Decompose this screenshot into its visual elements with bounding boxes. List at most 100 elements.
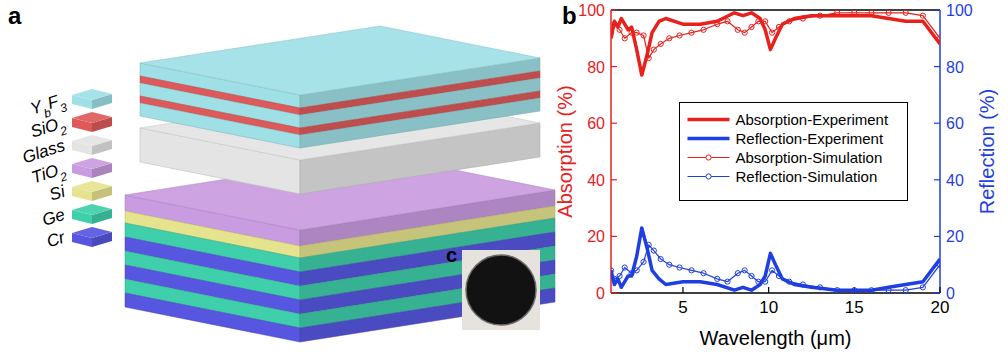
- legend-frame: [680, 103, 908, 201]
- y-tick-label: 60: [587, 115, 605, 132]
- x-tick-label: 10: [759, 298, 778, 317]
- series-marker: [937, 36, 940, 41]
- label-part: 3: [58, 100, 69, 115]
- y2-tick: [934, 236, 940, 237]
- y2-tick-label: 60: [946, 115, 964, 132]
- series-marker: [658, 41, 663, 46]
- series-marker: [641, 33, 646, 38]
- y-tick: [611, 123, 617, 124]
- series-line: [611, 228, 940, 290]
- series-marker: [835, 10, 840, 15]
- series-marker: [756, 19, 761, 24]
- legend-box-top: [72, 158, 112, 169]
- series-marker: [742, 30, 747, 35]
- y2-tick-label: 80: [946, 59, 964, 76]
- legend-box-top: [72, 181, 112, 192]
- series-marker: [612, 22, 617, 27]
- y-tick-label: 0: [596, 285, 605, 302]
- series-marker: [869, 10, 874, 15]
- legend-box-top: [72, 112, 112, 123]
- y-tick-label: 20: [587, 228, 605, 245]
- label-part: Ge: [40, 205, 67, 230]
- series-marker: [689, 30, 694, 35]
- y2-tick-label: 20: [946, 228, 964, 245]
- series-marker: [634, 268, 639, 273]
- series-marker: [769, 30, 774, 35]
- series-marker: [869, 288, 874, 293]
- series-marker: [667, 36, 672, 41]
- series-marker: [852, 288, 857, 293]
- series-marker: [629, 30, 634, 35]
- x-tick-label: 15: [845, 298, 864, 317]
- series-marker: [769, 268, 774, 273]
- legend-box-top: [72, 227, 112, 238]
- y2-tick-label: 40: [946, 172, 964, 189]
- y2-tick: [934, 123, 940, 124]
- panel-label: b: [562, 2, 577, 29]
- series-marker: [629, 271, 634, 276]
- layer-stack: [125, 26, 555, 342]
- series-marker: [800, 282, 805, 287]
- y-tick: [611, 66, 617, 67]
- series-marker: [646, 242, 651, 247]
- series-marker: [651, 47, 656, 52]
- y-tick: [611, 9, 617, 10]
- layer-left-face: [125, 293, 300, 342]
- layer-legend: YbF3SiO2GlassTiO2SiGeCr: [20, 89, 112, 251]
- y2-axis: [939, 10, 941, 293]
- series-marker: [817, 13, 822, 18]
- y-tick: [611, 292, 617, 293]
- series-marker: [622, 36, 627, 41]
- y2-tick-label: 0: [946, 285, 955, 302]
- series-marker: [634, 30, 639, 35]
- series-marker: [622, 265, 627, 270]
- series-marker: [689, 268, 694, 273]
- series-marker: [852, 10, 857, 15]
- series-marker: [776, 24, 781, 29]
- series-marker: [735, 27, 740, 32]
- layer-right-face: [300, 98, 540, 148]
- layer-label: Cr: [44, 227, 68, 251]
- layer-label: Si: [47, 181, 68, 204]
- series-marker: [756, 279, 761, 284]
- series-marker: [701, 27, 706, 32]
- legend-label: Reflection-Simulation: [736, 168, 878, 185]
- series-marker: [817, 285, 822, 290]
- x-axis-label: Wavelength (μm): [700, 327, 852, 349]
- label-part: Si: [47, 181, 68, 204]
- series-line: [611, 13, 940, 75]
- series-marker: [611, 30, 614, 35]
- series-marker: [651, 248, 656, 253]
- legend: Absorption-ExperimentReflection-Experime…: [680, 103, 908, 201]
- stack-block: [140, 26, 540, 148]
- series-marker: [677, 265, 682, 270]
- series-marker: [903, 288, 908, 293]
- legend-swatch: [688, 137, 730, 141]
- series-marker: [920, 13, 925, 18]
- series-marker: [787, 19, 792, 24]
- photo-background: [462, 250, 540, 330]
- series-marker: [787, 279, 792, 284]
- x-tick-label: 5: [678, 298, 687, 317]
- series-marker: [903, 10, 908, 15]
- legend-swatch: [688, 118, 730, 122]
- series-marker: [646, 56, 651, 61]
- series-marker: [763, 19, 768, 24]
- y2-tick: [934, 66, 940, 67]
- series-marker: [641, 259, 646, 264]
- legend-label: Absorption-Simulation: [736, 149, 883, 166]
- series-marker: [725, 19, 730, 24]
- legend-box-top: [72, 89, 112, 100]
- series-marker: [715, 22, 720, 27]
- series-marker: [776, 273, 781, 278]
- series-marker: [742, 268, 747, 273]
- legend-box-top: [72, 204, 112, 215]
- y2-tick: [934, 292, 940, 293]
- y2-axis-label: Reflection (%): [976, 89, 998, 215]
- series-line: [611, 245, 940, 290]
- series-marker: [735, 271, 740, 276]
- series-marker: [749, 273, 754, 278]
- plot-area: [611, 10, 940, 293]
- x-tick: [768, 287, 769, 293]
- series-marker: [658, 256, 663, 261]
